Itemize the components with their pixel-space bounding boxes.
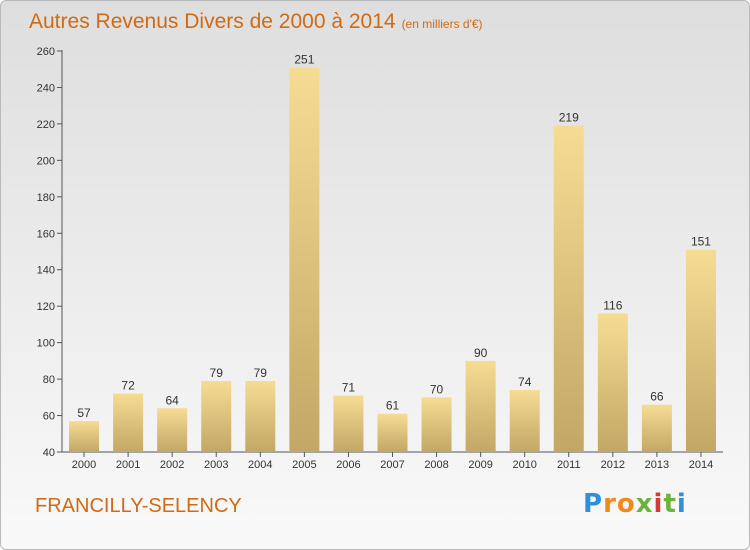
x-tick-label: 2009 <box>468 459 492 471</box>
chart-title-text: Autres Revenus Divers de 2000 à 2014 <box>29 10 396 33</box>
data-labels: 2000 57 2001 72 2002 64 2003 79 2004 79 2005 251 200… <box>72 52 713 471</box>
x-tick-label: 2004 <box>248 459 272 471</box>
bar-2014 <box>685 249 716 452</box>
bar-2002 <box>157 408 188 452</box>
bar-2008 <box>421 397 452 452</box>
bar-2001 <box>113 393 144 452</box>
y-tick-label: 100 <box>37 338 55 350</box>
bar-2003 <box>201 380 232 452</box>
logo-letter: x <box>635 489 654 519</box>
y-tick-label: 60 <box>43 411 55 423</box>
value-label: 71 <box>342 380 356 394</box>
x-tick-label: 2007 <box>380 459 404 471</box>
y-tick-label: 160 <box>37 228 55 240</box>
x-tick-label: 2010 <box>512 459 536 471</box>
x-tick-label: 2008 <box>424 459 448 471</box>
chart-unit: (en milliers d'€) <box>401 17 483 31</box>
bar-2000 <box>69 421 100 452</box>
bar-2005 <box>289 67 320 453</box>
value-label: 151 <box>691 235 711 249</box>
x-tick-label: 2006 <box>336 459 360 471</box>
value-label: 64 <box>165 393 179 407</box>
bar-2006 <box>333 395 364 452</box>
x-tick-label: 2013 <box>645 459 669 471</box>
value-label: 79 <box>254 366 268 380</box>
x-tick-label: 2005 <box>292 459 316 471</box>
y-tick-label: 200 <box>37 155 55 167</box>
value-label: 61 <box>386 399 400 413</box>
y-tick-label: 260 <box>37 46 55 58</box>
proxiti-logo: Proxiti <box>583 489 687 519</box>
logo-letter: t <box>663 489 677 519</box>
value-label: 79 <box>210 366 224 380</box>
bar-2004 <box>245 380 276 452</box>
commune-name: FRANCILLY-SELENCY <box>35 495 242 517</box>
x-tick-label: 2000 <box>72 459 96 471</box>
y-tick-label: 120 <box>37 301 55 313</box>
x-tick-label: 2001 <box>116 459 140 471</box>
y-tick-label: 240 <box>37 82 55 94</box>
value-label: 116 <box>603 298 622 312</box>
x-tick-label: 2002 <box>160 459 184 471</box>
logo-letter: o <box>616 489 636 519</box>
bars <box>69 67 716 453</box>
bar-2012 <box>597 313 628 452</box>
value-label: 72 <box>121 379 135 393</box>
bar-2009 <box>465 360 496 452</box>
x-tick-label: 2011 <box>557 459 581 471</box>
x-tick-label: 2003 <box>204 459 228 471</box>
value-label: 90 <box>474 346 488 360</box>
y-tick-label: 80 <box>43 374 55 386</box>
logo-letter: r <box>603 489 617 519</box>
value-label: 66 <box>650 390 664 404</box>
bar-2007 <box>377 413 408 452</box>
y-tick-label: 180 <box>37 192 55 204</box>
logo-letter: i <box>676 489 687 519</box>
bar-2011 <box>553 125 584 453</box>
x-tick-label: 2012 <box>601 459 625 471</box>
x-tick-label: 2014 <box>689 459 713 471</box>
logo-letter: i <box>653 489 664 519</box>
bar-2013 <box>641 404 672 452</box>
value-label: 70 <box>430 382 444 396</box>
value-label: 57 <box>77 406 91 420</box>
y-tick-label: 140 <box>37 265 55 277</box>
logo-letter: P <box>583 489 604 519</box>
value-label: 251 <box>294 52 314 66</box>
chart-title: Autres Revenus Divers de 2000 à 2014 (en … <box>29 10 483 34</box>
bar-2010 <box>509 390 540 452</box>
value-label: 219 <box>559 111 579 125</box>
y-tick-label: 40 <box>43 447 55 459</box>
y-tick-label: 220 <box>37 119 55 131</box>
value-label: 74 <box>518 375 532 389</box>
